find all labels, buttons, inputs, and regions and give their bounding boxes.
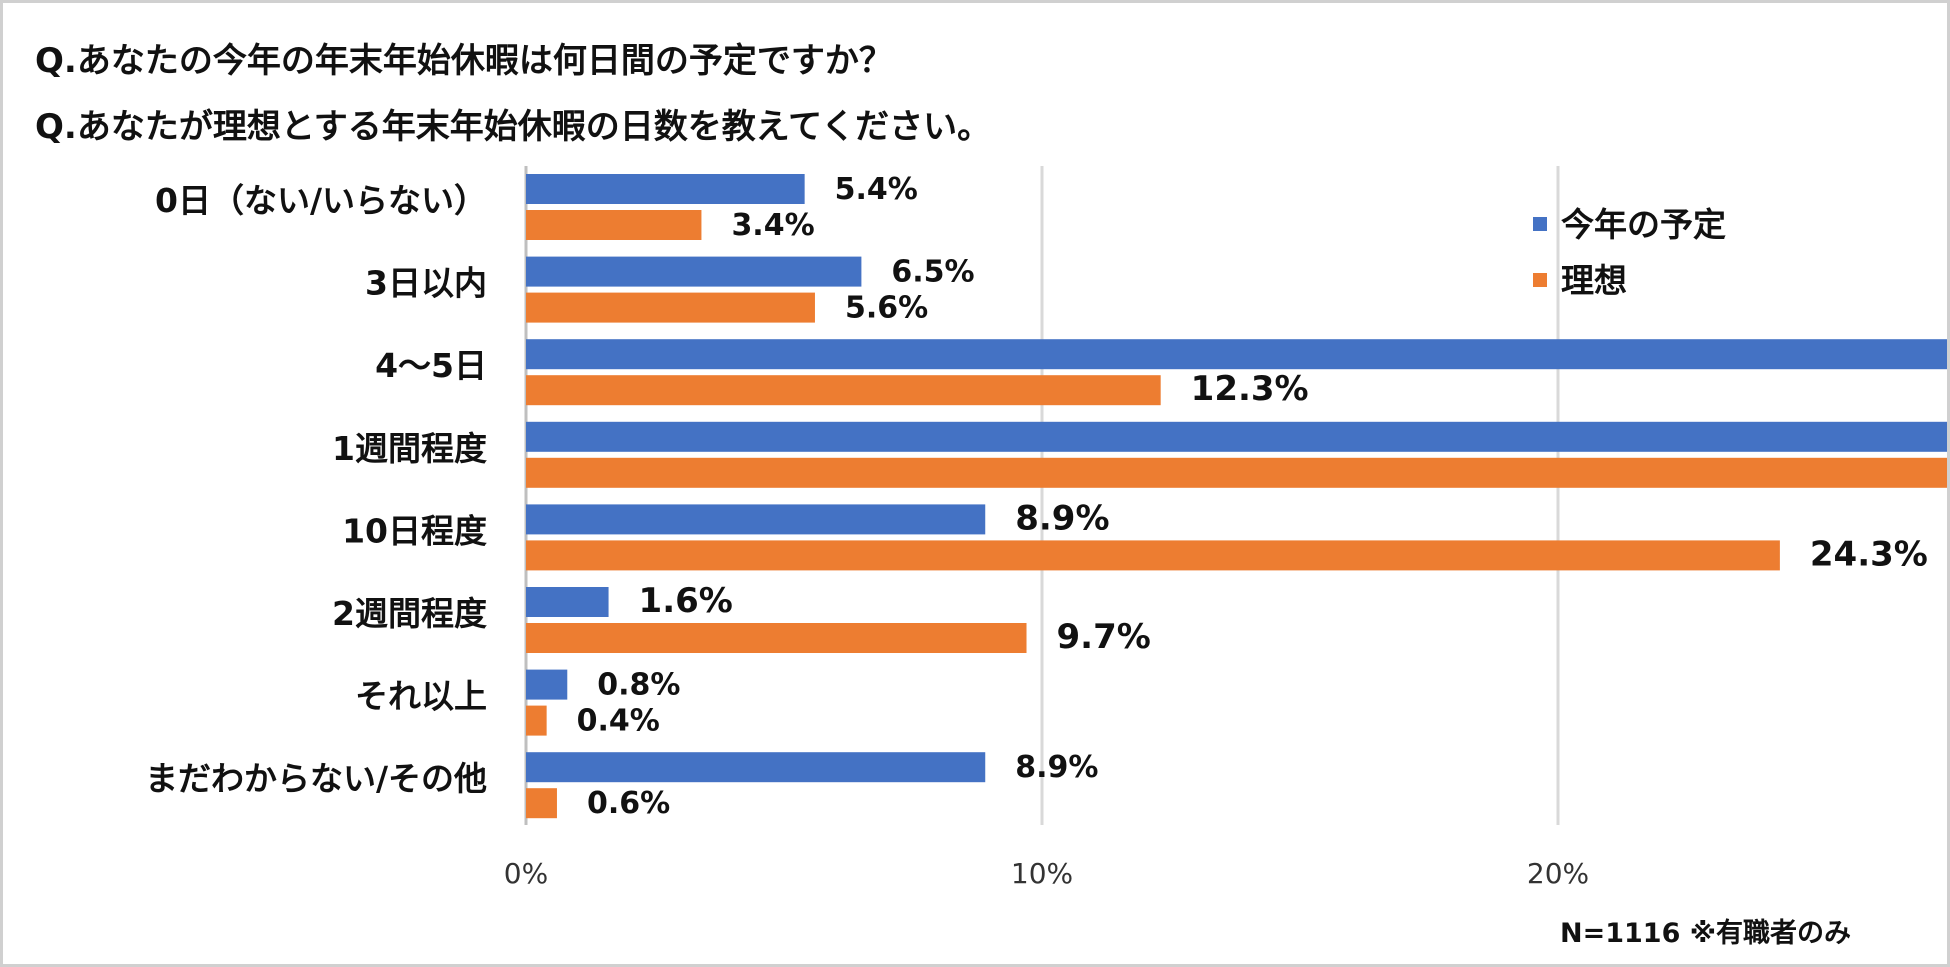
value-label-ideal: 0.4% bbox=[577, 704, 660, 739]
category-label: まだわからない/その他 bbox=[145, 759, 487, 798]
bar-ideal bbox=[526, 623, 1027, 653]
value-label-plan: 8.9% bbox=[1015, 750, 1098, 785]
category-label: 4～5日 bbox=[375, 346, 487, 385]
bar-ideal bbox=[526, 540, 1780, 571]
bars bbox=[526, 174, 1947, 819]
bar-ideal bbox=[526, 375, 1161, 406]
value-label-ideal: 12.3% bbox=[1191, 369, 1309, 409]
bar-ideal bbox=[526, 210, 702, 240]
value-label-ideal: 9.7% bbox=[1057, 617, 1151, 657]
question-2: Q.あなたが理想とする年末年始休暇の日数を教えてください。 bbox=[35, 107, 992, 147]
legend-swatch-plan bbox=[1533, 217, 1547, 231]
category-label: 3日以内 bbox=[365, 264, 487, 303]
value-label-plan: 1.6% bbox=[639, 581, 733, 621]
bar-plan bbox=[526, 504, 986, 535]
bar-ideal bbox=[526, 788, 557, 819]
category-label: 0日（ない/いらない） bbox=[155, 181, 487, 220]
bar-ideal bbox=[526, 292, 815, 323]
bar-plan bbox=[526, 752, 986, 783]
category-label: それ以上 bbox=[355, 677, 487, 716]
value-label-ideal: 5.6% bbox=[845, 291, 928, 326]
labels: 0%10%20%30%40%50%0日（ない/いらない）5.4%3.4%3日以内… bbox=[145, 172, 1928, 890]
bar-chart: 0%10%20%30%40%50%0日（ない/いらない）5.4%3.4%3日以内… bbox=[145, 166, 1947, 890]
bar-plan bbox=[526, 421, 1947, 452]
footnote: N=1116 ※有職者のみ bbox=[1559, 918, 1851, 949]
value-label-plan: 0.8% bbox=[597, 668, 680, 703]
category-label: 10日程度 bbox=[342, 511, 487, 550]
legend: 今年の予定 理想 bbox=[1533, 205, 1726, 300]
bar-plan bbox=[526, 256, 862, 287]
value-label-plan: 6.5% bbox=[891, 255, 974, 290]
x-tick-label: 20% bbox=[1527, 857, 1589, 890]
category-label: 2週間程度 bbox=[332, 594, 487, 633]
value-label-plan: 8.9% bbox=[1015, 498, 1109, 538]
value-label-ideal: 3.4% bbox=[731, 208, 814, 243]
value-label-ideal: 0.6% bbox=[587, 786, 670, 821]
x-tick-label: 10% bbox=[1011, 857, 1073, 890]
bar-plan bbox=[526, 587, 609, 617]
bar-ideal bbox=[526, 457, 1947, 488]
question-1: Q.あなたの今年の年末年始休暇は何日間の予定ですか？ bbox=[35, 41, 893, 81]
bar-plan bbox=[526, 174, 805, 204]
x-tick-label: 0% bbox=[504, 857, 548, 890]
legend-label-ideal: 理想 bbox=[1561, 261, 1627, 300]
legend-label-plan: 今年の予定 bbox=[1561, 205, 1726, 244]
value-label-ideal: 24.3% bbox=[1810, 534, 1928, 574]
value-label-plan: 5.4% bbox=[835, 172, 918, 207]
bar-ideal bbox=[526, 705, 547, 736]
bar-plan bbox=[526, 669, 568, 700]
legend-swatch-ideal bbox=[1533, 273, 1547, 287]
bar-plan bbox=[526, 339, 1947, 370]
category-label: 1週間程度 bbox=[332, 429, 487, 468]
